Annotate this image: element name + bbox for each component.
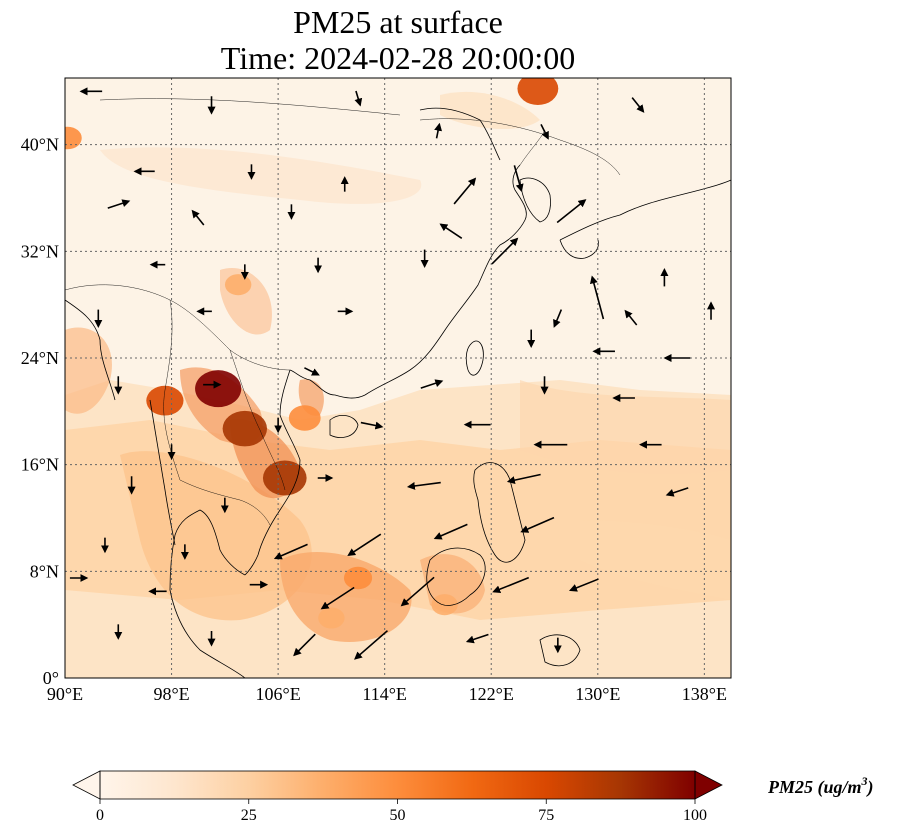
wind-vector [191, 209, 205, 226]
colorbar-tick-label: 0 [96, 807, 104, 824]
longitude-tick-label: 98°E [153, 684, 189, 704]
pm25-hotspot [222, 410, 268, 447]
wind-vector [354, 630, 388, 660]
korean-peninsula [519, 177, 551, 223]
japan-honshu [559, 179, 731, 241]
wind-vector [434, 122, 443, 139]
wind-vector [320, 586, 355, 610]
south-china-coast [289, 369, 366, 399]
wind-vector [568, 578, 599, 592]
pm25-hotspot [262, 460, 307, 496]
wind-vector [624, 309, 638, 326]
map-gridlines [65, 78, 731, 678]
wind-vector [304, 367, 320, 376]
colorbar-tick-label: 75 [538, 807, 554, 824]
longitude-tick-label: 122°E [469, 684, 514, 704]
wind-vector [453, 177, 477, 205]
colorbar-tick-label: 25 [241, 807, 257, 824]
wind-vector [491, 237, 519, 265]
pm25-hotspot [431, 594, 458, 616]
latitude-tick-label: 32°N [21, 241, 59, 261]
wind-vector [439, 223, 463, 239]
pm25-hotspot [288, 405, 321, 431]
map-frame [64, 77, 732, 679]
pm25-hotspot [195, 370, 242, 408]
latitude-tick-label: 24°N [21, 348, 59, 368]
longitude-ticks: 90°E 98°E 106°E 114°E 122°E 130°E 138°E [47, 684, 727, 704]
latitude-tick-label: 8°N [30, 561, 59, 581]
map-timestamp: Time: 2024-02-28 20:00:00 [220, 40, 576, 76]
taiwan-island [465, 340, 484, 376]
latitude-tick-label: 0° [43, 668, 59, 688]
wind-vector [540, 123, 549, 140]
colorbar-min-extend [72, 770, 101, 800]
wind-vector [556, 199, 587, 224]
pm25-hotspot [318, 607, 345, 629]
colorbar-max-extend [694, 770, 723, 800]
colorbar-tick-label: 100 [683, 807, 707, 824]
pm25-hotspot [146, 385, 184, 416]
wind-vector [631, 97, 645, 113]
wind-vector [347, 533, 382, 557]
colorbar: 0 25 50 75 100 PM25 (ug/m3) [72, 770, 874, 824]
malay-peninsula-coast [169, 509, 246, 678]
colorbar-label: PM25 (ug/m3) [767, 774, 874, 798]
bohai-coast [419, 107, 501, 161]
wind-vector [492, 576, 530, 594]
wind-vector [506, 473, 541, 485]
wind-vector [665, 487, 689, 497]
longitude-tick-label: 130°E [575, 684, 620, 704]
vietnam-coast [244, 369, 301, 576]
wind-vector [553, 309, 563, 328]
sulawesi-north [539, 634, 581, 667]
borneo-north [426, 547, 486, 606]
map-plot-area [65, 78, 731, 678]
longitude-tick-label: 138°E [682, 684, 727, 704]
wind-vector [589, 275, 605, 320]
wind-vector [433, 523, 468, 540]
map-title: PM25 at surface [293, 4, 503, 40]
colorbar-body [100, 771, 695, 799]
latitude-ticks: 0° 8°N 16°N 24°N 32°N 40°N [21, 135, 59, 688]
latitude-tick-label: 40°N [21, 135, 59, 155]
latitude-tick-label: 16°N [21, 455, 59, 475]
pm25-hotspot [343, 566, 373, 590]
wind-vector [520, 516, 555, 533]
pm25-hotspot [65, 126, 82, 150]
pm25-hotspot [224, 274, 252, 296]
wind-vector [354, 90, 363, 107]
wind-vector [360, 421, 384, 430]
wind-vector [406, 481, 441, 490]
wind-vector [273, 543, 308, 560]
japan-kyushu [559, 239, 599, 259]
wind-vector [465, 633, 489, 644]
bay-of-bengal-coast [65, 299, 116, 401]
wind-vector [107, 199, 131, 209]
wind-vector-field [69, 87, 716, 660]
longitude-tick-label: 90°E [47, 684, 83, 704]
wind-vector [400, 576, 435, 607]
longitude-tick-label: 106°E [256, 684, 301, 704]
colorbar-tick-label: 50 [390, 807, 406, 824]
wind-vector [293, 633, 316, 657]
pm25-hotspot [517, 78, 559, 105]
hainan-island [329, 415, 359, 438]
longitude-tick-label: 114°E [362, 684, 407, 704]
wind-vector [513, 165, 524, 193]
colorbar-ticks: 0 25 50 75 100 [96, 799, 707, 824]
wind-vector [420, 379, 444, 389]
